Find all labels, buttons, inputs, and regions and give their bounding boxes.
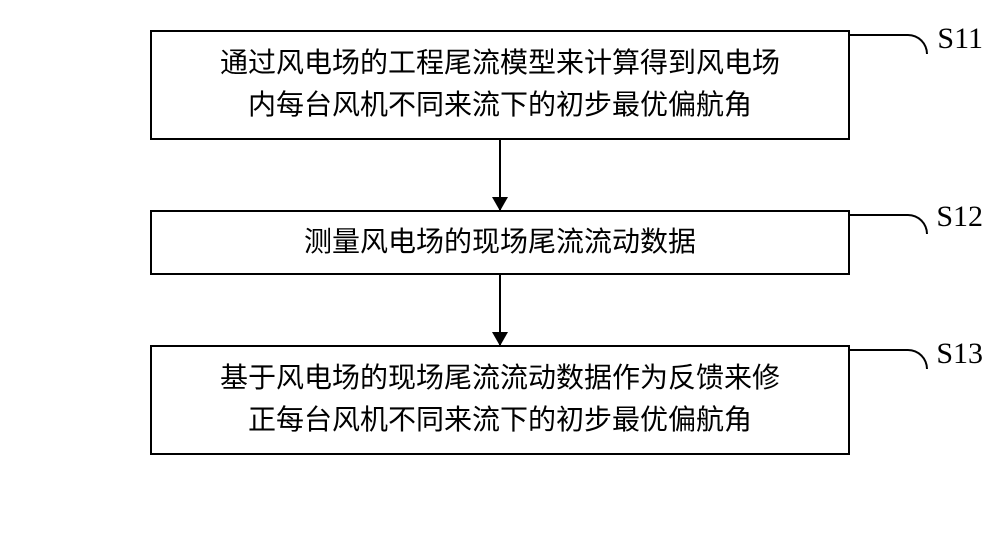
step-box-s13: S13 基于风电场的现场尾流流动数据作为反馈来修 正每台风机不同来流下的初步最优… (150, 345, 850, 455)
flowchart-container: S11 通过风电场的工程尾流模型来计算得到风电场 内每台风机不同来流下的初步最优… (0, 0, 1000, 555)
step-box-s11: S11 通过风电场的工程尾流模型来计算得到风电场 内每台风机不同来流下的初步最优… (150, 30, 850, 140)
step-label-s12: S12 (936, 200, 983, 234)
step-label-s11: S11 (937, 22, 983, 56)
label-connector-s11 (848, 34, 928, 54)
step-text-s12-line1: 测量风电场的现场尾流流动数据 (304, 227, 696, 258)
label-connector-s13 (848, 349, 928, 369)
arrow-head-2 (492, 332, 508, 346)
connector-s12-s13 (499, 275, 501, 345)
step-box-s12: S12 测量风电场的现场尾流流动数据 (150, 210, 850, 275)
step-label-s13: S13 (936, 337, 983, 371)
step-text-s11-line2: 内每台风机不同来流下的初步最优偏航角 (248, 90, 752, 121)
connector-s11-s12 (499, 140, 501, 210)
step-text-s11: 通过风电场的工程尾流模型来计算得到风电场 内每台风机不同来流下的初步最优偏航角 (196, 31, 804, 139)
step-text-s13-line1: 基于风电场的现场尾流流动数据作为反馈来修 (220, 363, 780, 394)
label-connector-s12 (848, 214, 928, 234)
step-text-s11-line1: 通过风电场的工程尾流模型来计算得到风电场 (220, 48, 780, 79)
step-text-s13-line2: 正每台风机不同来流下的初步最优偏航角 (248, 405, 752, 436)
step-text-s13: 基于风电场的现场尾流流动数据作为反馈来修 正每台风机不同来流下的初步最优偏航角 (196, 346, 804, 454)
step-text-s12: 测量风电场的现场尾流流动数据 (280, 210, 720, 276)
